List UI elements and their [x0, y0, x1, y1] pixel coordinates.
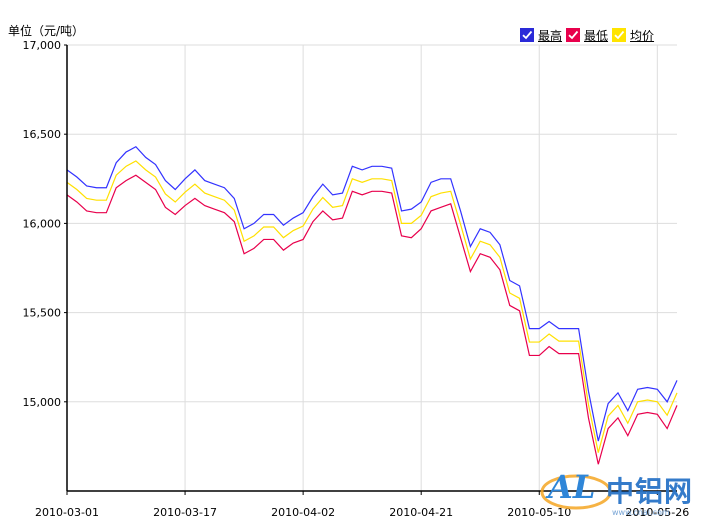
- checkbox-checked-icon[interactable]: [566, 28, 581, 42]
- y-tick-label: 16,500: [23, 128, 62, 141]
- y-tick-label: 17,000: [23, 39, 62, 52]
- legend-label[interactable]: 最高: [538, 28, 563, 43]
- x-tick-label: 2010-03-17: [153, 506, 217, 519]
- y-tick-label: 16,000: [23, 217, 62, 230]
- y-tick-label: 15,500: [23, 307, 62, 320]
- watermark-logo: AL 中铝网 www.cnal.com: [538, 462, 702, 522]
- logo-swoosh-icon: [540, 474, 612, 510]
- y-tick-label: 15,000: [23, 396, 62, 409]
- series-lines: [66, 145, 678, 465]
- checkbox-checked-icon[interactable]: [520, 28, 534, 42]
- unit-label: 单位（元/吨）: [8, 24, 85, 38]
- checkbox-checked-icon[interactable]: [612, 28, 627, 42]
- series-line-2: [66, 160, 678, 453]
- legend-label[interactable]: 均价: [630, 28, 655, 43]
- watermark-brand: AL: [548, 468, 596, 506]
- series-line-0: [66, 145, 678, 442]
- x-tick-label: 2010-04-02: [271, 506, 335, 519]
- legend-item-high[interactable]: 最高: [520, 27, 562, 44]
- x-tick-label: 2010-04-21: [389, 506, 453, 519]
- x-tick-label: 2010-05-26: [625, 506, 689, 519]
- legend-item-avg[interactable]: 均价: [612, 27, 654, 44]
- x-tick-label: 2010-03-01: [35, 506, 99, 519]
- series-line-1: [66, 174, 678, 465]
- legend-label[interactable]: 最低: [584, 28, 609, 43]
- grid-lines: [67, 44, 677, 491]
- legend-item-low[interactable]: 最低: [566, 27, 608, 44]
- axes: [66, 45, 677, 492]
- watermark-name: 中铝网: [606, 475, 694, 508]
- watermark-sub: www.cnal.com: [612, 508, 670, 517]
- legend: 最高 最低 均价: [520, 24, 658, 46]
- x-tick-labels: 2010-03-01 2010-03-17 2010-04-02 2010-04-21…: [35, 491, 689, 519]
- x-tick-label: 2010-05-10: [507, 506, 571, 519]
- y-tick-labels: 17,000 16,500 16,000 15,500 15,000: [23, 39, 67, 409]
